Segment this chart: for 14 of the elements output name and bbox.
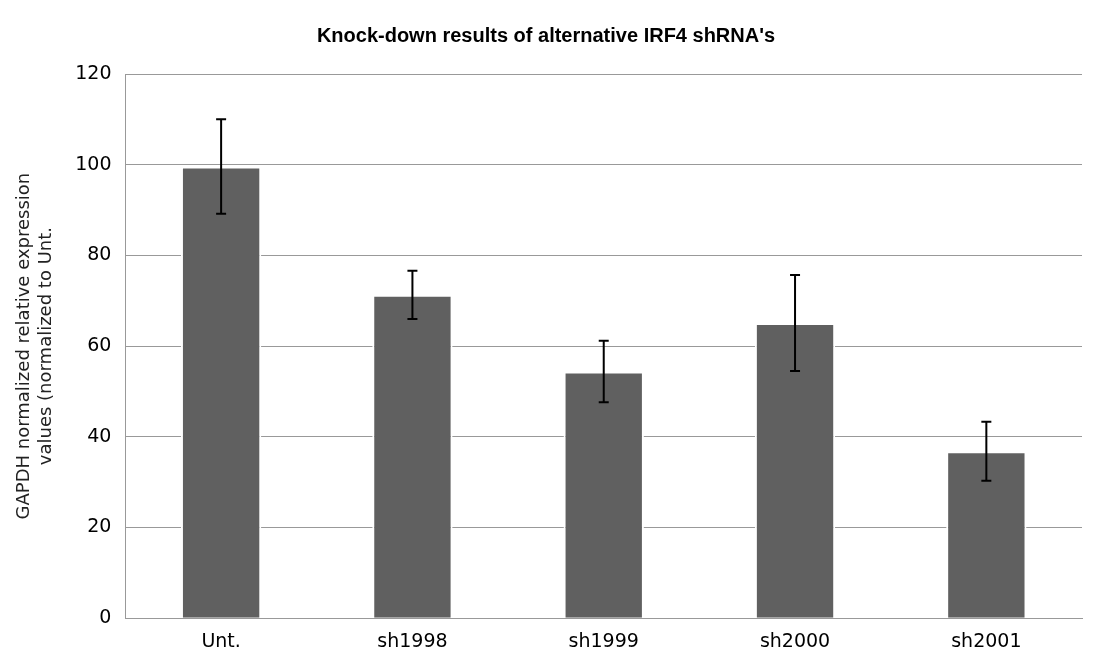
x-tick-label: sh2001 bbox=[951, 628, 1022, 651]
y-tick-label: 100 bbox=[75, 151, 112, 174]
y-axis-title: GAPDH normalized relative expression values (normalized to Unt. bbox=[12, 172, 56, 520]
y-tick-label: 0 bbox=[99, 605, 112, 628]
x-tick-label: sh1998 bbox=[377, 628, 448, 651]
y-tick-label: 120 bbox=[75, 60, 112, 83]
chart-title: Knock-down results of alternative IRF4 shRNA's bbox=[316, 23, 776, 46]
x-tick-label: sh2000 bbox=[759, 628, 831, 651]
y-tick-label: 40 bbox=[87, 423, 112, 446]
x-tick-label: sh1999 bbox=[568, 628, 639, 651]
x-tick-label: Unt. bbox=[201, 628, 241, 651]
y-tick-label: 20 bbox=[87, 514, 112, 537]
y-tick-label: 80 bbox=[87, 242, 112, 265]
y-tick-label: 60 bbox=[87, 333, 112, 356]
